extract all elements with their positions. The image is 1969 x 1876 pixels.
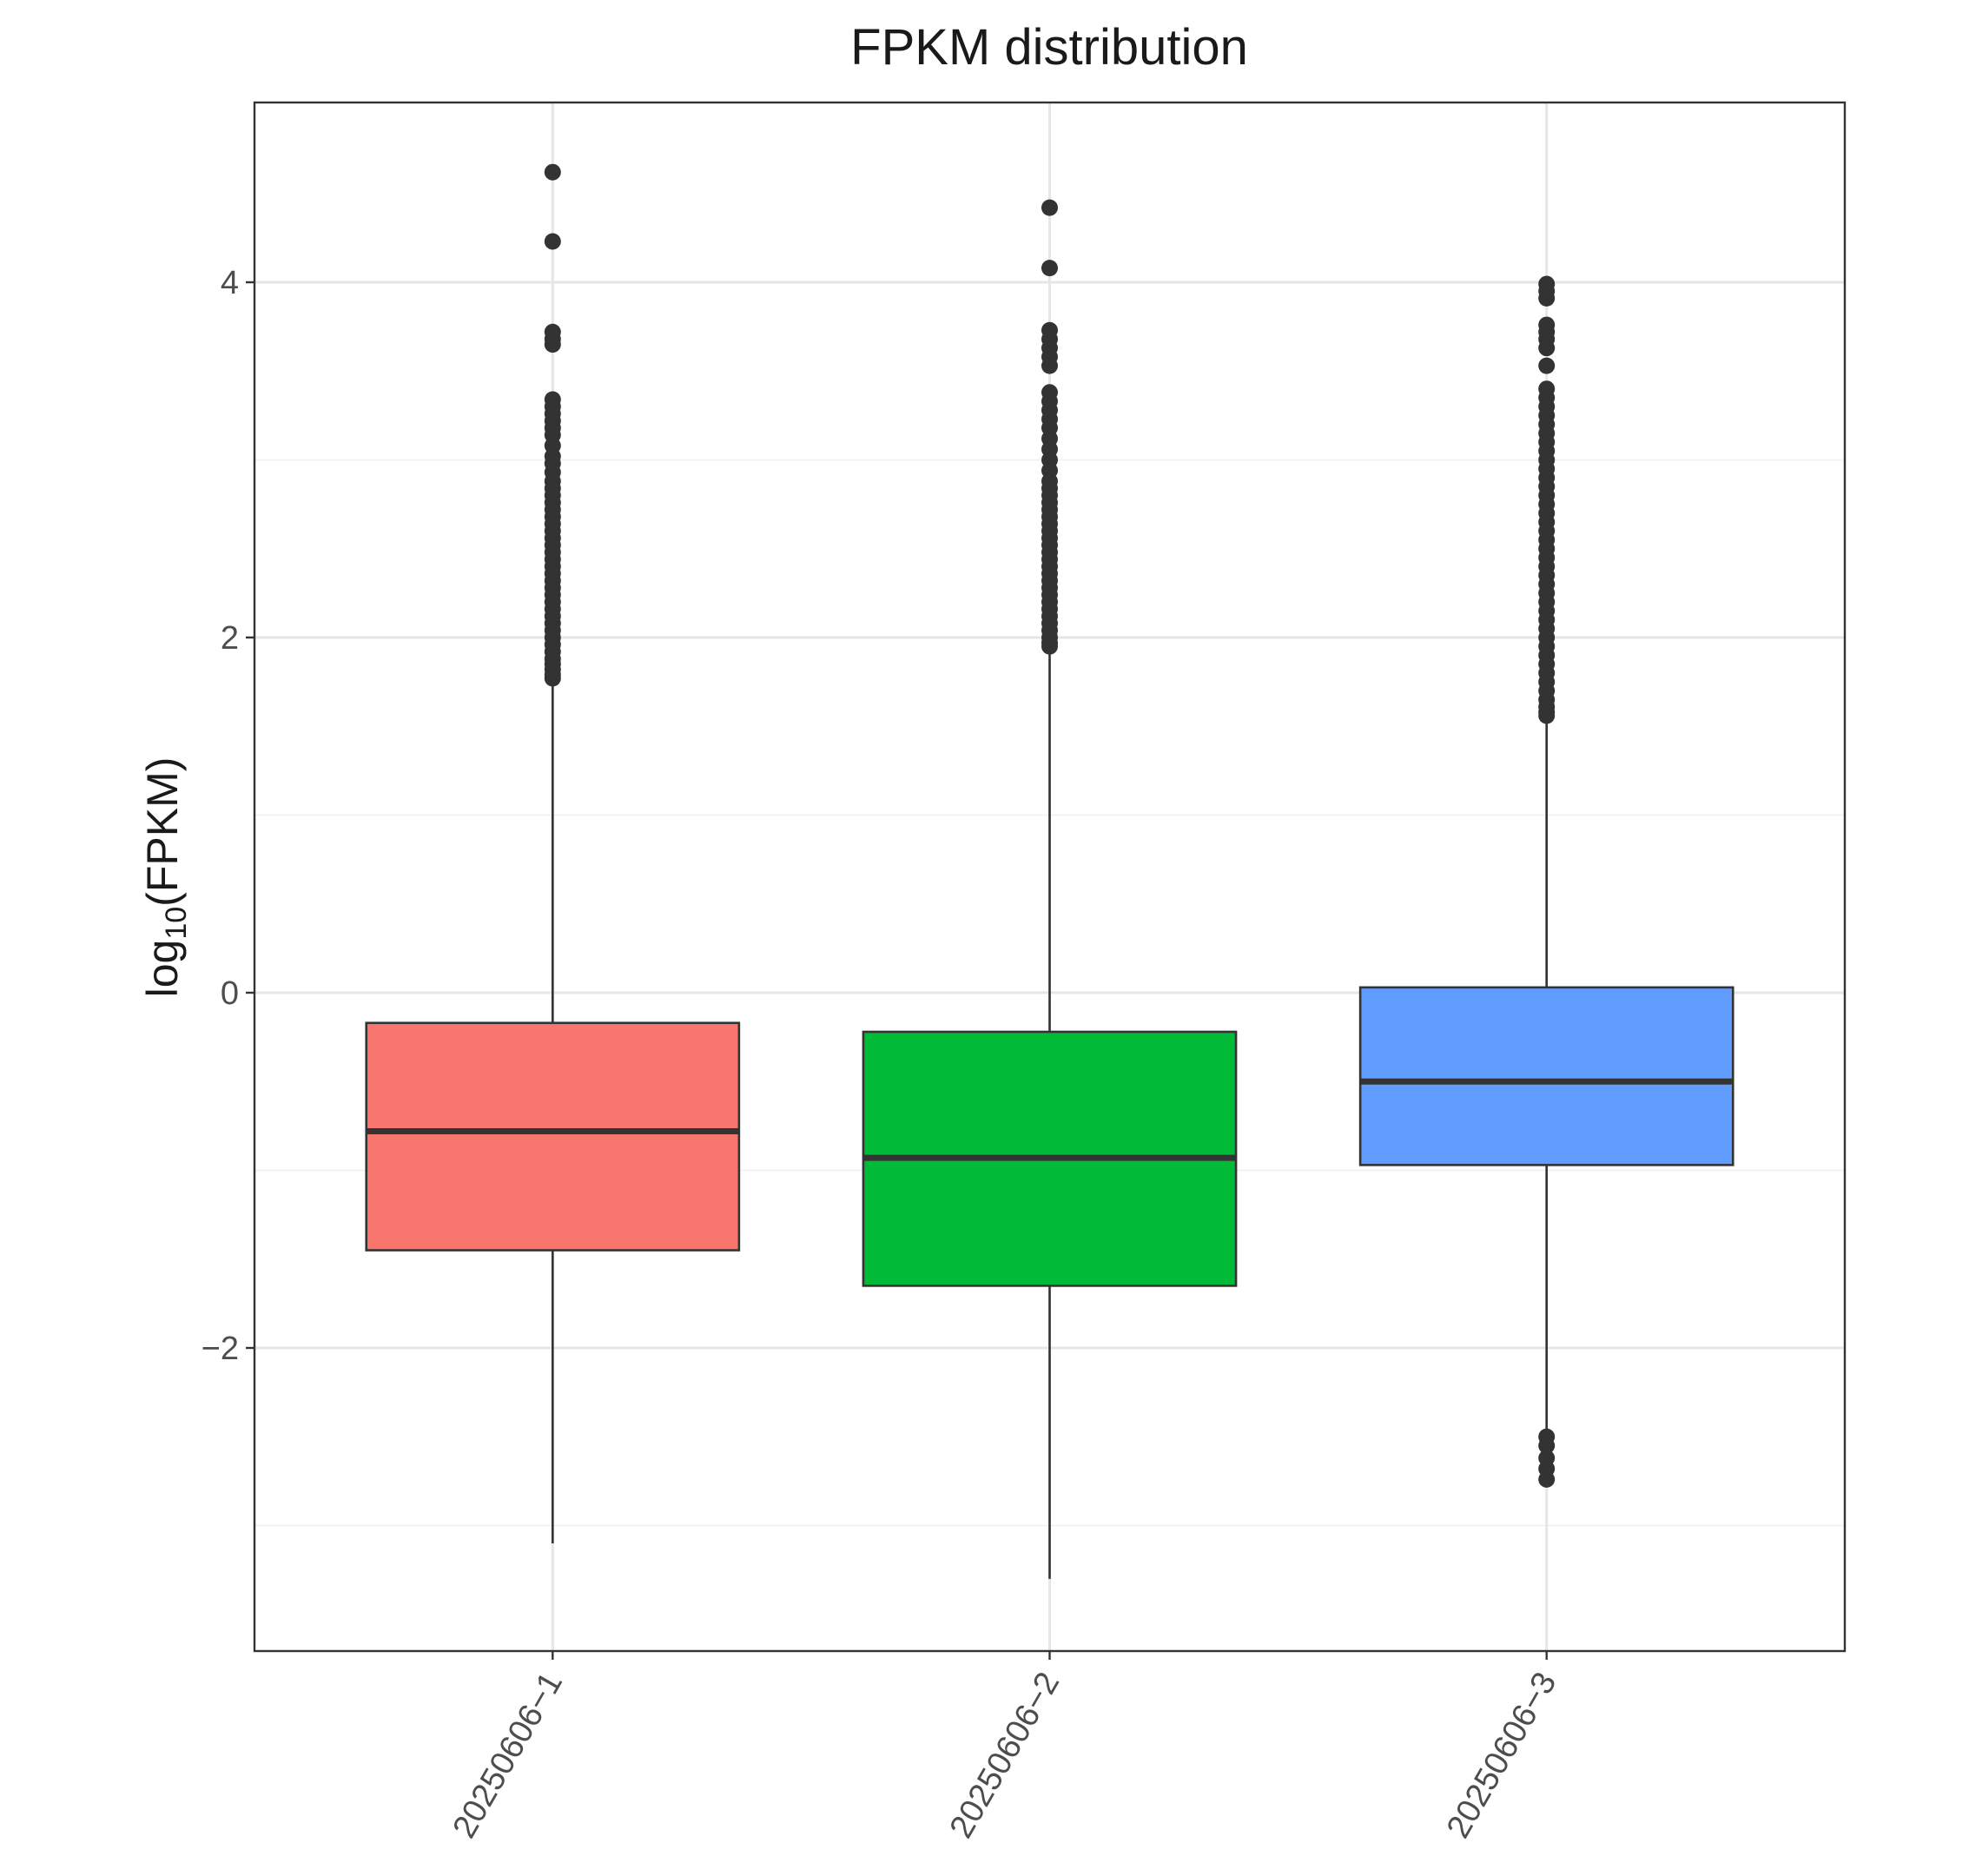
outlier-point [1538, 357, 1556, 374]
y-axis-label-prefix: log [138, 940, 187, 998]
outlier-point [1538, 340, 1556, 357]
box-layer [365, 163, 1734, 1579]
y-tick-label: 2 [221, 620, 239, 657]
outlier-point [544, 233, 561, 250]
y-tick-label: 0 [221, 975, 239, 1012]
outlier-point [1538, 289, 1556, 307]
box-iqr [1358, 986, 1734, 1166]
outlier-point [544, 336, 561, 353]
y-axis-label-suffix: (FPKM) [138, 757, 187, 907]
outlier-point [1041, 637, 1058, 655]
chart-title: FPKM distribution [850, 19, 1248, 76]
box-group [862, 199, 1238, 1579]
outlier-point [1538, 1470, 1556, 1488]
y-tick-label: 4 [221, 265, 239, 301]
outlier-point [544, 670, 561, 687]
y-tick-label: −2 [202, 1331, 239, 1367]
y-axis-label: log10(FPKM) [138, 757, 193, 998]
box-iqr [365, 1021, 741, 1252]
box-group [1358, 275, 1734, 1488]
box-group [365, 163, 741, 1543]
outlier-point [1041, 199, 1058, 216]
outlier-point [1041, 357, 1058, 374]
outlier-point [1041, 260, 1058, 277]
outlier-point [544, 163, 561, 181]
y-axis-label-subscript: 10 [160, 907, 193, 940]
outlier-point [1538, 1437, 1556, 1454]
outlier-point [1538, 707, 1556, 724]
